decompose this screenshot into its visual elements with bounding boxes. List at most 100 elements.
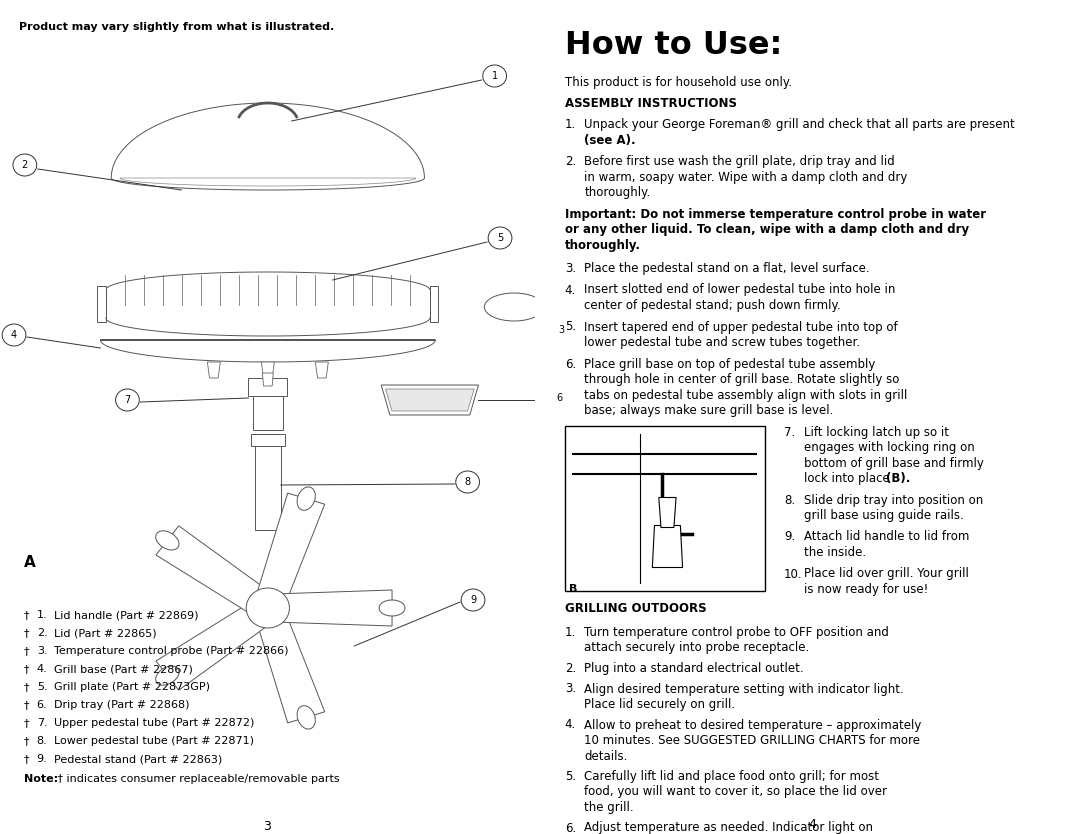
Text: B: B [569, 585, 578, 595]
Text: base; always make sure grill base is level.: base; always make sure grill base is lev… [584, 404, 834, 417]
Text: 8: 8 [464, 477, 471, 487]
Text: the grill.: the grill. [584, 801, 634, 814]
Text: Insert tapered end of upper pedestal tube into top of: Insert tapered end of upper pedestal tub… [584, 320, 897, 334]
Circle shape [488, 227, 512, 249]
Text: 8.: 8. [37, 736, 48, 746]
Text: Unpack your George Foreman® grill and check that all parts are present: Unpack your George Foreman® grill and ch… [584, 118, 1015, 131]
Circle shape [461, 589, 485, 611]
Ellipse shape [297, 487, 315, 510]
Ellipse shape [379, 600, 405, 616]
Text: 10.: 10. [784, 567, 802, 580]
Polygon shape [106, 272, 430, 308]
Circle shape [550, 319, 573, 341]
Text: 9.: 9. [37, 754, 48, 764]
Text: How to Use:: How to Use: [565, 30, 782, 61]
Polygon shape [120, 178, 416, 186]
Text: Temperature control probe (Part # 22866): Temperature control probe (Part # 22866) [54, 646, 288, 656]
Text: 5: 5 [497, 233, 503, 243]
Text: †: † [24, 718, 29, 728]
Text: Place lid over grill. Your grill: Place lid over grill. Your grill [804, 567, 969, 580]
Text: Place the pedestal stand on a flat, level surface.: Place the pedestal stand on a flat, leve… [584, 262, 869, 275]
Text: 6.: 6. [565, 821, 576, 834]
Text: 3: 3 [262, 820, 271, 833]
Text: † indicates consumer replaceable/removable parts: † indicates consumer replaceable/removab… [54, 774, 339, 784]
Polygon shape [156, 526, 272, 616]
Circle shape [246, 588, 289, 628]
Polygon shape [255, 609, 325, 723]
Text: through hole in center of grill base. Rotate slightly so: through hole in center of grill base. Ro… [584, 373, 900, 386]
Text: 4: 4 [11, 330, 17, 340]
Circle shape [13, 154, 37, 176]
Text: Place grill base on top of pedestal tube assembly: Place grill base on top of pedestal tube… [584, 358, 876, 370]
Text: food, you will want to cover it, so place the lid over: food, you will want to cover it, so plac… [584, 786, 888, 798]
Text: Plug into a standard electrical outlet.: Plug into a standard electrical outlet. [584, 662, 804, 675]
Text: Insert slotted end of lower pedestal tube into hole in: Insert slotted end of lower pedestal tub… [584, 284, 895, 297]
Text: Before first use wash the grill plate, drip tray and lid: Before first use wash the grill plate, d… [584, 155, 895, 168]
Text: Lift locking latch up so it: Lift locking latch up so it [804, 425, 948, 439]
Polygon shape [156, 600, 272, 691]
Polygon shape [255, 440, 281, 530]
Text: Note:: Note: [24, 774, 58, 784]
Polygon shape [386, 389, 474, 411]
Text: 2.: 2. [565, 155, 576, 168]
Text: †: † [24, 700, 29, 710]
Text: bottom of grill base and firmly: bottom of grill base and firmly [804, 456, 984, 470]
Text: 7: 7 [124, 395, 131, 405]
Polygon shape [207, 362, 220, 378]
Text: 5.: 5. [565, 320, 576, 334]
Text: Lid handle (Part # 22869): Lid handle (Part # 22869) [54, 610, 199, 620]
Text: 3.: 3. [565, 682, 576, 696]
Text: engages with locking ring on: engages with locking ring on [804, 441, 974, 454]
Text: grill base using guide rails.: grill base using guide rails. [804, 509, 963, 522]
Text: Align desired temperature setting with indicator light.: Align desired temperature setting with i… [584, 682, 904, 696]
Text: the inside.: the inside. [804, 546, 866, 559]
Circle shape [116, 389, 139, 411]
Text: †: † [24, 628, 29, 638]
Text: lock into place: lock into place [804, 472, 893, 485]
Text: 8.: 8. [784, 494, 795, 506]
Text: †: † [24, 610, 29, 620]
Polygon shape [100, 340, 435, 362]
Text: 3: 3 [558, 325, 565, 335]
Polygon shape [262, 373, 273, 386]
Text: †: † [24, 754, 29, 764]
Text: Drip tray (Part # 22868): Drip tray (Part # 22868) [54, 700, 189, 710]
Text: 2: 2 [22, 160, 28, 170]
Ellipse shape [156, 530, 179, 550]
Text: GRILLING OUTDOORS: GRILLING OUTDOORS [565, 602, 706, 615]
Text: 1: 1 [491, 71, 498, 81]
Polygon shape [251, 434, 285, 446]
Text: 4.: 4. [565, 719, 576, 731]
Text: 4.: 4. [565, 284, 576, 297]
Text: Turn temperature control probe to OFF position and: Turn temperature control probe to OFF po… [584, 626, 889, 639]
Text: 5.: 5. [37, 682, 48, 692]
Text: Grill plate (Part # 22873GP): Grill plate (Part # 22873GP) [54, 682, 210, 692]
Text: details.: details. [584, 750, 627, 762]
Text: Lower pedestal tube (Part # 22871): Lower pedestal tube (Part # 22871) [54, 736, 254, 746]
Text: is now ready for use!: is now ready for use! [804, 583, 928, 596]
Text: 3.: 3. [565, 262, 576, 275]
Text: 2.: 2. [37, 628, 48, 638]
Text: 3.: 3. [37, 646, 48, 656]
Polygon shape [97, 286, 106, 322]
Text: 4: 4 [808, 818, 816, 831]
Text: Grill base (Part # 22867): Grill base (Part # 22867) [54, 664, 193, 674]
Text: 1.: 1. [37, 610, 48, 620]
Polygon shape [430, 286, 438, 322]
Text: tabs on pedestal tube assembly align with slots in grill: tabs on pedestal tube assembly align wit… [584, 389, 907, 401]
Text: 7.: 7. [37, 718, 48, 728]
Text: Attach lid handle to lid from: Attach lid handle to lid from [804, 530, 969, 544]
Text: thoroughly.: thoroughly. [565, 239, 640, 252]
Ellipse shape [156, 666, 179, 686]
Text: 4.: 4. [37, 664, 48, 674]
Text: Carefully lift lid and place food onto grill; for most: Carefully lift lid and place food onto g… [584, 770, 879, 783]
Polygon shape [659, 498, 676, 527]
Text: 1.: 1. [565, 626, 576, 639]
Text: Product may vary slightly from what is illustrated.: Product may vary slightly from what is i… [19, 22, 335, 32]
Text: †: † [24, 646, 29, 656]
Text: Lid (Part # 22865): Lid (Part # 22865) [54, 628, 157, 638]
Polygon shape [111, 103, 424, 190]
Text: Slide drip tray into position on: Slide drip tray into position on [804, 494, 983, 506]
Text: thoroughly.: thoroughly. [584, 186, 650, 199]
Text: lower pedestal tube and screw tubes together.: lower pedestal tube and screw tubes toge… [584, 336, 861, 349]
